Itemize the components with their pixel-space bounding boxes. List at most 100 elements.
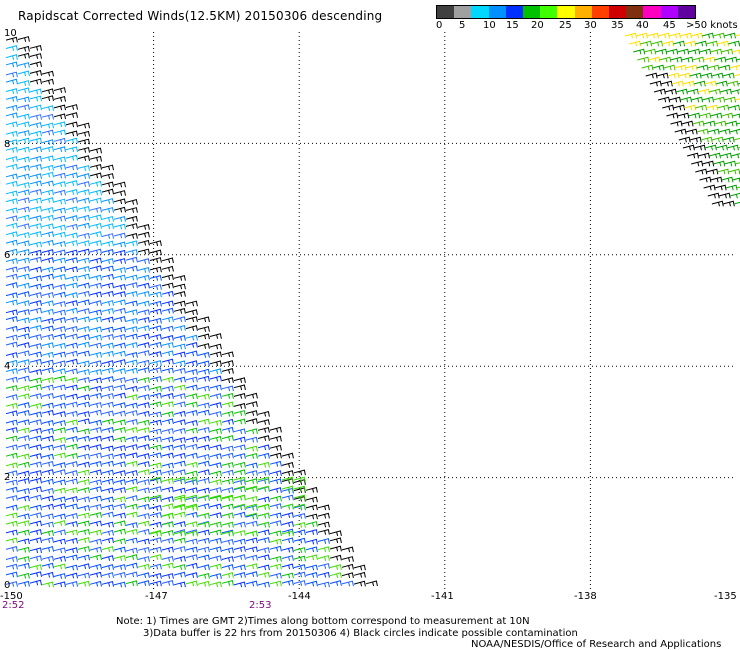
wind-barb — [89, 197, 102, 204]
wind-barb — [671, 80, 684, 87]
wind-barb — [149, 284, 162, 290]
wind-barb — [197, 469, 210, 476]
wind-barb — [149, 341, 162, 348]
wind-barb — [65, 180, 78, 186]
wind-barb — [41, 530, 54, 536]
wind-barb — [233, 392, 246, 399]
wind-barb — [639, 40, 653, 47]
wind-barb — [317, 581, 330, 588]
wind-barb — [5, 427, 18, 433]
wind-barb — [17, 36, 30, 42]
wind-barb — [221, 556, 234, 562]
wind-barb — [673, 104, 686, 111]
wind-barb — [708, 152, 721, 159]
wind-barb — [77, 299, 90, 306]
wind-barb — [197, 546, 210, 553]
wind-barb — [197, 521, 210, 528]
wind-barb — [293, 564, 306, 570]
wind-barb — [17, 546, 30, 553]
wind-barb — [185, 554, 198, 561]
wind-barb — [281, 537, 294, 544]
wind-barb — [710, 176, 723, 183]
wind-barb — [662, 104, 675, 111]
time-label-mid: 2:53 — [249, 600, 272, 611]
wind-barb — [29, 537, 42, 544]
wind-barb — [53, 301, 66, 307]
wind-barb — [65, 121, 78, 128]
wind-barb — [718, 192, 731, 199]
wind-barb — [17, 104, 30, 111]
wind-barb — [137, 248, 150, 255]
wind-barb — [233, 511, 246, 518]
wind-barb — [53, 257, 66, 264]
wind-barb — [729, 64, 740, 71]
wind-barb — [65, 316, 78, 323]
wind-barb — [149, 428, 162, 435]
wind-barb — [101, 401, 114, 408]
wind-barb — [5, 104, 18, 111]
wind-barb — [149, 419, 162, 426]
wind-barb — [353, 571, 366, 578]
wind-barb — [137, 461, 150, 467]
colorbar-segment — [454, 6, 472, 18]
wind-barb — [17, 206, 30, 213]
wind-barb — [53, 215, 66, 222]
wind-barb — [77, 165, 90, 171]
wind-barb — [89, 426, 102, 433]
wind-barb — [149, 476, 162, 483]
latitude-label: 10 — [4, 28, 17, 39]
wind-barb — [341, 563, 354, 570]
wind-barb — [125, 478, 138, 485]
wind-barb — [65, 452, 78, 459]
wind-barb — [161, 334, 174, 341]
wind-barb — [670, 56, 683, 63]
wind-barb — [17, 248, 30, 255]
colorbar-segment — [660, 6, 678, 18]
wind-barb — [722, 72, 735, 79]
wind-barb — [29, 180, 42, 187]
wind-barb — [209, 555, 222, 561]
wind-barb — [77, 528, 90, 535]
wind-barb — [65, 503, 78, 510]
wind-barb — [65, 377, 78, 383]
wind-barb — [149, 300, 162, 307]
wind-barb — [137, 427, 150, 433]
wind-barb — [89, 435, 102, 442]
wind-barb — [41, 105, 54, 112]
wind-barb — [101, 572, 114, 578]
wind-barb — [77, 282, 90, 289]
wind-barb — [17, 121, 30, 128]
wind-barb — [281, 461, 294, 468]
wind-barb — [101, 207, 114, 213]
wind-barb — [149, 444, 162, 451]
wind-barb — [29, 504, 42, 511]
wind-barb — [257, 469, 270, 476]
wind-barb — [113, 436, 126, 443]
colorbar-segment — [626, 6, 644, 18]
wind-barb — [125, 333, 138, 340]
wind-barb — [65, 384, 78, 391]
wind-barb — [329, 572, 342, 579]
wind-barb — [77, 572, 90, 579]
wind-barb — [113, 342, 126, 349]
wind-barb — [711, 200, 724, 207]
wind-barb — [125, 571, 138, 578]
wind-barb — [65, 223, 78, 230]
wind-barb — [137, 503, 150, 510]
wind-barb — [113, 190, 126, 196]
wind-barb — [257, 485, 270, 492]
wind-barb — [89, 206, 102, 213]
wind-barb — [101, 487, 114, 494]
wind-barb — [17, 495, 30, 502]
wind-barb — [77, 205, 90, 212]
wind-barb — [17, 173, 30, 180]
wind-barb — [161, 486, 174, 493]
wind-barb — [125, 503, 138, 510]
wind-barb — [666, 48, 679, 55]
wind-barb — [17, 309, 30, 315]
wind-barb — [89, 351, 102, 358]
wind-barb — [257, 410, 270, 417]
wind-barb — [101, 248, 114, 255]
wind-barb — [41, 189, 54, 196]
wind-barb — [101, 435, 114, 442]
